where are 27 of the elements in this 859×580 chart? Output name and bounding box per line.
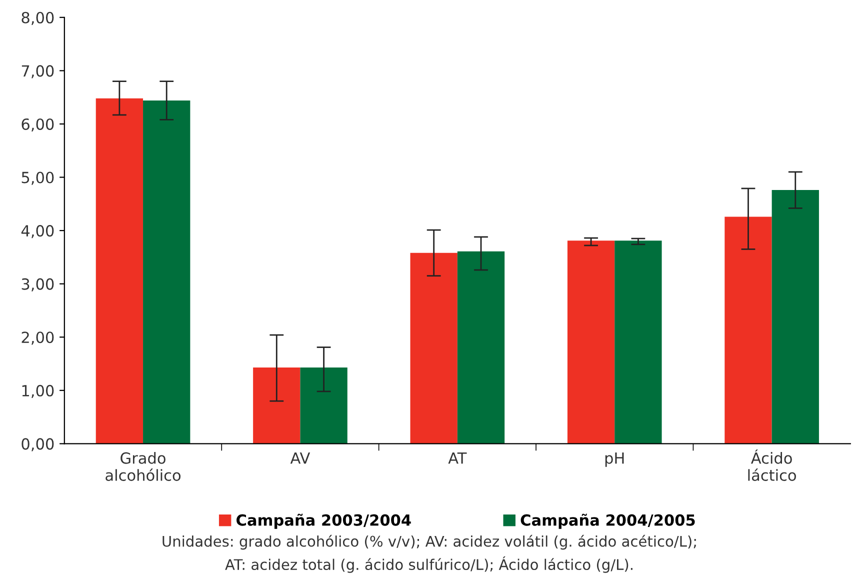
bar xyxy=(772,190,819,444)
legend-label: Campaña 2004/2005 xyxy=(520,514,695,529)
y-tick-label: 0,00 xyxy=(22,438,54,452)
bar xyxy=(96,98,144,444)
y-tick-label: 5,00 xyxy=(22,172,54,185)
x-tick-label: Ácido láctico xyxy=(748,450,796,481)
bar xyxy=(253,368,300,444)
x-tick-label: Grado alcohólico xyxy=(106,452,180,481)
bar xyxy=(457,251,505,444)
bar xyxy=(567,240,615,444)
bar xyxy=(724,216,772,444)
x-tick-label: AV xyxy=(290,452,310,464)
y-tick-label: 3,00 xyxy=(22,278,54,292)
legend-label: Campaña 2003/2004 xyxy=(236,514,411,529)
text: Unidades: grado alcohólico (% v/v); AV: acidez volátil (g. ácido acético/L); AT: acidez total (g. ácido sulfúrico/L); Ácido láctico (g/L). xyxy=(162,534,696,573)
y-tick-label: 4,00 xyxy=(21,225,54,238)
bar xyxy=(410,252,458,444)
y-tick-label: 6,00 xyxy=(22,118,54,132)
bar xyxy=(143,100,190,444)
y-tick-label: 8,00 xyxy=(22,12,54,25)
y-tick-label: 2,00 xyxy=(22,332,54,345)
x-tick-label: pH xyxy=(605,452,624,467)
x-tick-label: AT xyxy=(448,452,467,464)
bar xyxy=(300,368,348,444)
y-tick-label: 7,00 xyxy=(22,65,54,78)
y-tick-label: 1,00 xyxy=(22,384,54,398)
bar xyxy=(614,240,662,444)
